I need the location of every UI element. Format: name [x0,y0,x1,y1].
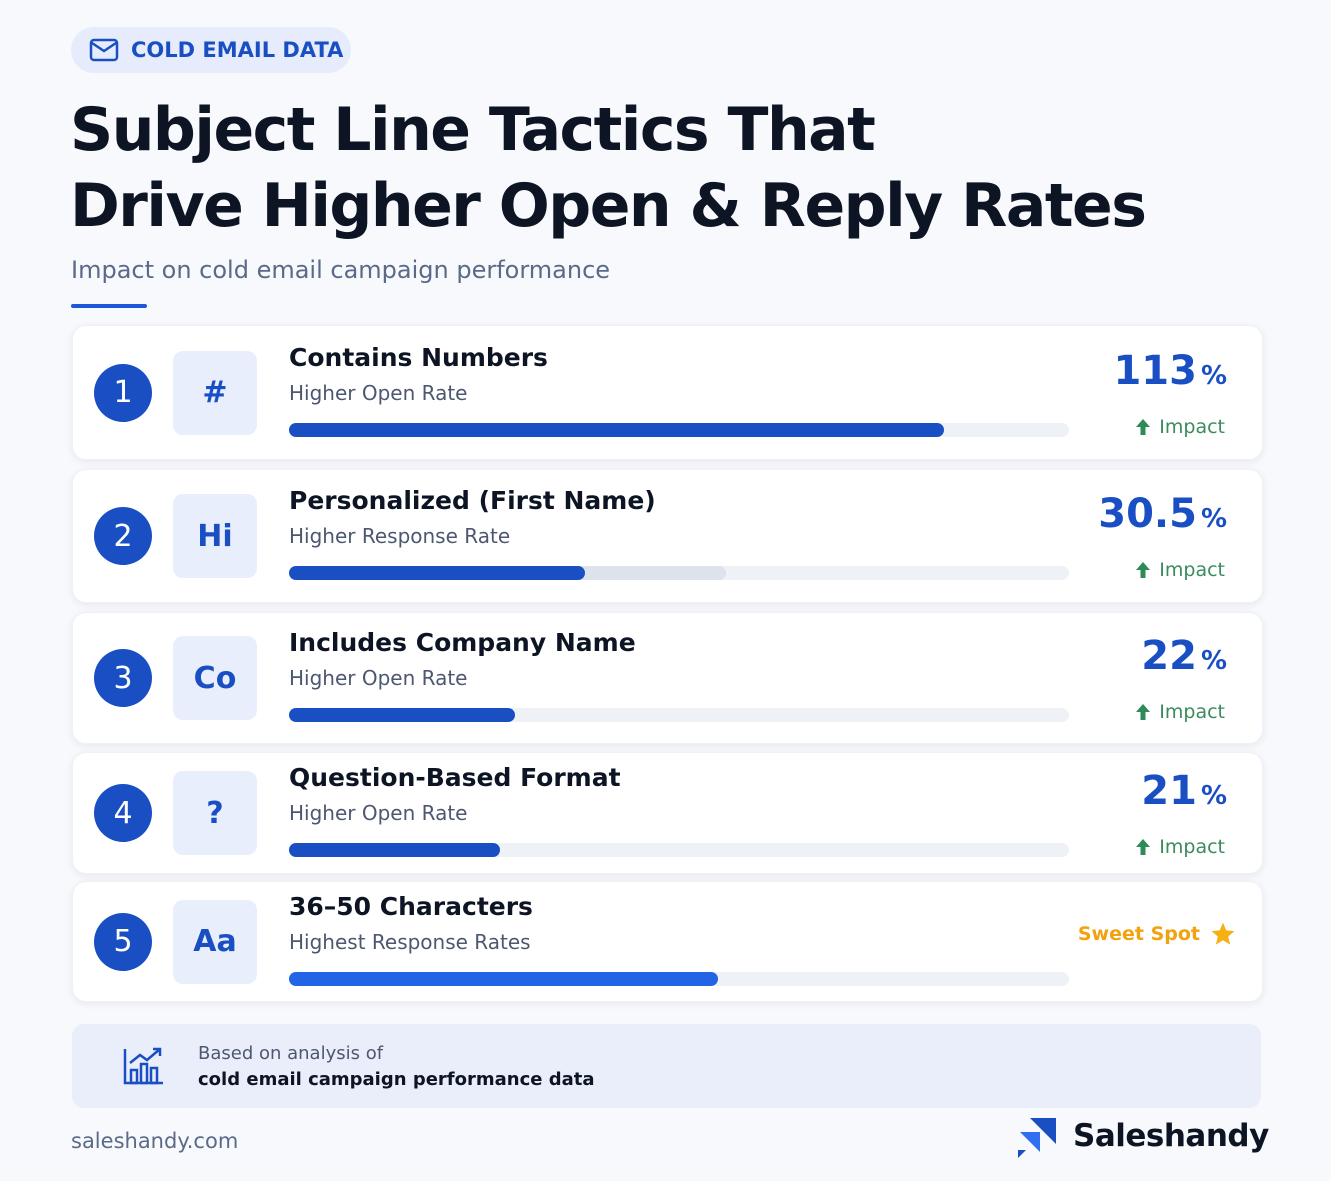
bar [289,971,718,986]
row-card: 1 # Contains Numbers Higher Open Rate 113% Im… [72,325,1263,460]
sweet-spot: Sweet Spot [1078,921,1236,947]
impact: Impact [1135,559,1225,581]
value: 113% [1113,348,1227,394]
impact-label: Impact [1159,836,1225,858]
row-metric: Higher Open Rate [289,380,468,405]
row-metric: Higher Open Rate [289,666,468,690]
accent-rule [71,304,147,308]
bar-track [289,843,1069,857]
impact: Impact [1135,836,1225,858]
row-metric: Higher Open Rate [289,801,468,825]
bar [289,708,516,722]
value: 22% [1141,633,1227,679]
chart-icon [123,1047,163,1085]
mail-icon [89,38,119,62]
subtitle: Impact on cold email campaign performanc… [71,256,611,284]
bar-track [289,708,1069,722]
star [1211,922,1235,945]
value-unit: % [1200,360,1227,391]
rank: 3 [94,649,152,707]
row-title: Personalized (First Name) [289,486,656,515]
logo [1018,1118,1056,1158]
value-unit: % [1200,781,1227,811]
icon: ? [173,771,257,855]
value-unit: % [1200,504,1227,534]
impact: Impact [1135,416,1225,438]
value: 21% [1141,768,1227,814]
row-title: Contains Numbers [289,342,548,372]
icon: Hi [173,494,257,578]
site: saleshandy.com [71,1129,239,1153]
up-arrow [1136,418,1151,435]
rank: 5 [94,912,152,971]
row-title: Question-Based Format [289,763,621,792]
title: Subject Line Tactics That Drive Higher O… [70,92,1147,244]
impact-label: Impact [1159,701,1225,723]
icon: Co [173,636,257,720]
icon: # [173,350,257,435]
sweet-label: Sweet Spot [1077,922,1200,945]
badge-text: COLD EMAIL DATA [131,38,344,62]
row-card: 3 Co Includes Company Name Higher Open Rate… [72,612,1263,744]
row-title: 36–50 Characters [289,891,533,921]
value: 30.5% [1098,491,1227,537]
rank: 2 [94,507,152,565]
value-number: 21 [1141,768,1197,814]
row-title: Includes Company Name [289,628,636,657]
row-card: 2 Hi Personalized (First Name) Higher Respo… [72,469,1263,603]
impact-label: Impact [1159,415,1225,438]
note-box [72,1024,1261,1108]
bar [289,422,945,437]
bar-track [289,971,1069,986]
bar [289,566,586,580]
row-card: 4? Question-Based Format Higher Open Rate 2… [72,752,1263,874]
row-card: 5 Aa 36–50 Characters Highest Response Rate… [72,881,1263,1002]
bar [289,843,500,857]
rank: 1 [94,363,152,422]
note-line: cold email campaign performance data [198,1069,595,1090]
impact: Impact [1135,701,1225,723]
brand: Saleshandy [1073,1118,1269,1154]
icon: Aa [173,899,257,984]
up-arrow [1136,704,1151,720]
value-number: 22 [1141,633,1197,679]
title-line: Subject Line Tactics That [70,95,876,165]
title-line: Drive Higher Open & Reply Rates [70,171,1147,241]
badge: COLD EMAIL DATA [71,27,351,73]
row-metric: Higher Response Rate [289,524,511,548]
value-unit: % [1200,646,1227,676]
rank: 4 [94,784,152,842]
up-arrow [1136,839,1151,855]
note-line: Based on analysis of [198,1043,384,1064]
bar-track [289,566,1069,580]
value-number: 113 [1113,347,1197,394]
value-number: 30.5 [1098,491,1197,537]
row-metric: Highest Response Rates [289,929,531,954]
bar-track [289,422,1069,437]
impact-label: Impact [1159,559,1225,581]
up-arrow [1136,562,1151,578]
